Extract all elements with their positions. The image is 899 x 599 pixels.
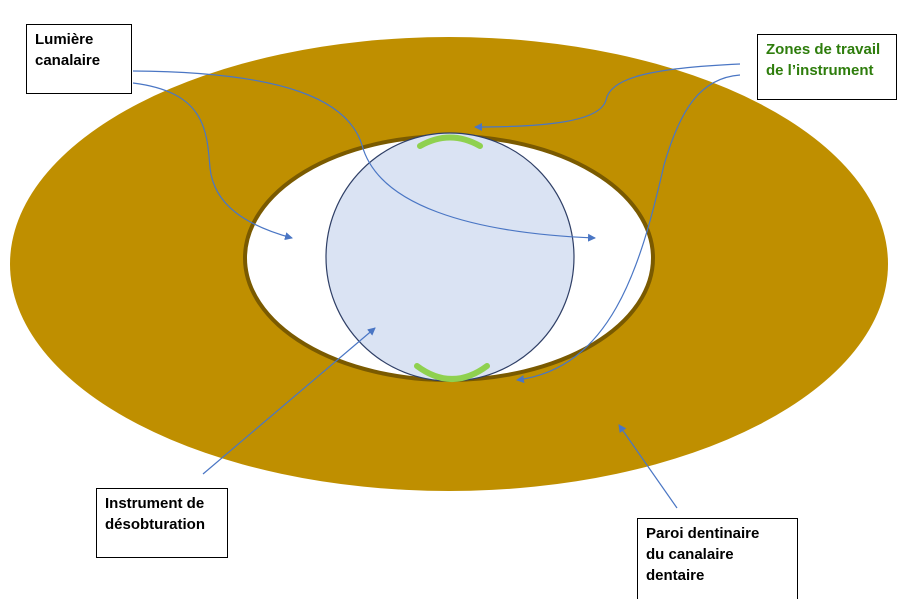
arrow-lumiere-left xyxy=(132,82,293,241)
label-zones-line-1: Zones de travail xyxy=(766,41,881,58)
label-paroi-line-2: du canalaire xyxy=(646,546,734,563)
arrow-instrument xyxy=(202,327,376,475)
working-zone-top-arc xyxy=(417,134,483,149)
label-paroi-dentinaire: Paroi dentinaire du canalaire dentaire xyxy=(637,518,798,599)
arrow-lumiere-right xyxy=(132,70,596,242)
label-instrument-line-2: désobturation xyxy=(105,516,205,533)
label-instrument-line-1: Instrument de xyxy=(105,495,205,512)
label-paroi-line-3: dentaire xyxy=(646,567,705,584)
arrow-paroi xyxy=(618,424,678,509)
instrument-circle xyxy=(325,132,575,382)
label-lumiere-line-1: Lumière xyxy=(35,31,94,48)
label-paroi-line-1: Paroi dentinaire xyxy=(646,525,760,542)
label-lumiere-line-2: canalaire xyxy=(35,52,101,69)
label-zones-de-travail: Zones de travail de l’instrument xyxy=(757,34,897,100)
arrow-zones-bottom xyxy=(516,74,741,384)
label-instrument-de-desobturation: Instrument de désobturation xyxy=(96,488,228,558)
label-lumiere-canalaire: Lumière canalaire xyxy=(26,24,132,94)
working-zone-bottom-arc xyxy=(414,363,490,382)
arrow-zones-top xyxy=(474,63,741,131)
label-zones-line-2: de l’instrument xyxy=(766,62,874,79)
